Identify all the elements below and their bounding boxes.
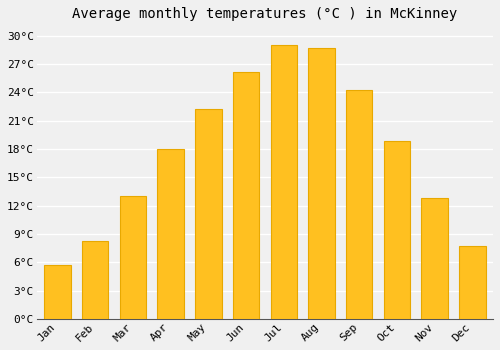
Bar xyxy=(459,246,485,319)
Bar xyxy=(346,90,372,319)
Bar xyxy=(158,149,184,319)
Bar xyxy=(120,196,146,319)
Bar xyxy=(233,72,259,319)
Bar xyxy=(195,109,222,319)
Bar xyxy=(82,241,108,319)
Bar xyxy=(270,45,297,319)
Bar xyxy=(44,265,70,319)
Title: Average monthly temperatures (°C ) in McKinney: Average monthly temperatures (°C ) in Mc… xyxy=(72,7,458,21)
Bar xyxy=(422,198,448,319)
Bar xyxy=(384,141,410,319)
Bar xyxy=(308,48,334,319)
